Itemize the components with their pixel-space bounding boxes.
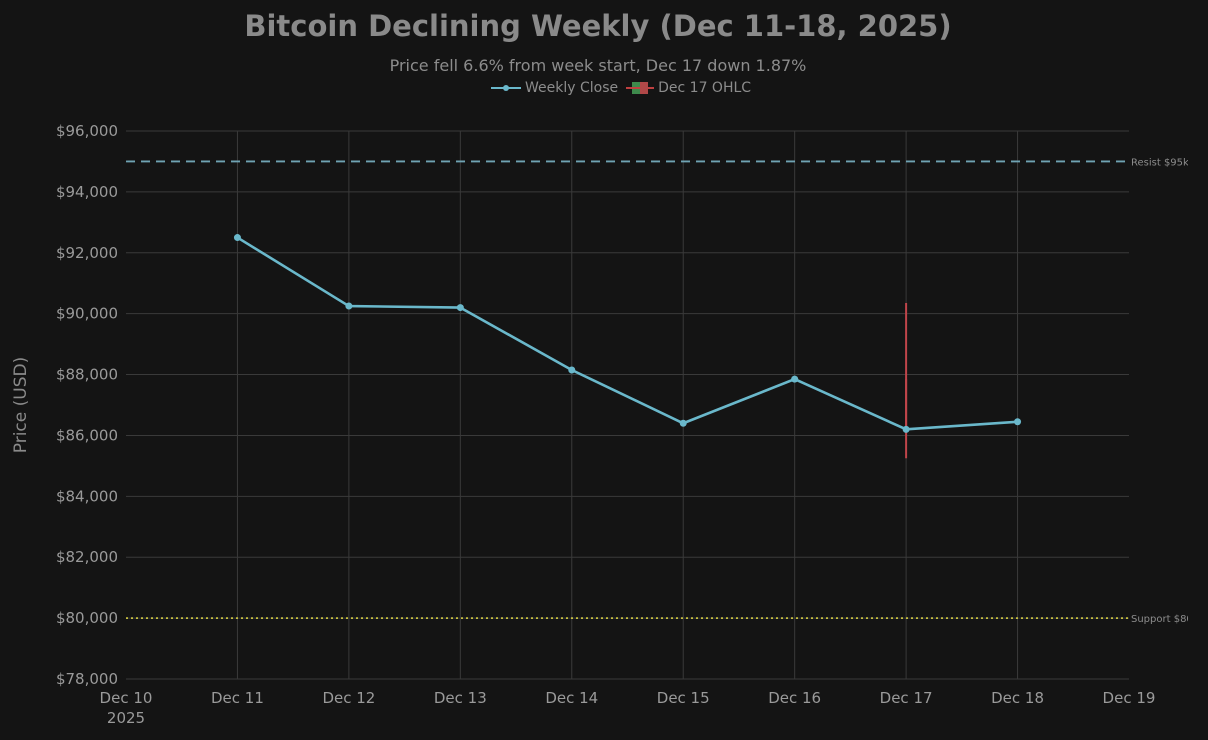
x-tick-label: Dec 12	[322, 689, 375, 707]
legend-candlestick-icon	[626, 81, 655, 95]
weekly-close-point	[233, 234, 241, 242]
y-tick-label: $90,000	[56, 305, 118, 323]
weekly-close-point	[902, 425, 910, 433]
legend-item-weekly-close[interactable]: Weekly Close	[491, 80, 618, 96]
y-tick-label: $84,000	[56, 487, 118, 505]
x-tick-label: Dec 15	[657, 689, 710, 707]
weekly-close-point	[345, 302, 353, 310]
reference-lines: Resist $95k Support $80k	[126, 157, 1199, 625]
weekly-close-point	[456, 304, 464, 312]
x-tick-label: Dec 11	[211, 689, 264, 707]
x-tick-label: Dec 10	[100, 689, 153, 707]
weekly-close-line	[236, 236, 1018, 431]
x-tick-label: Dec 17	[880, 689, 933, 707]
y-tick-label: $92,000	[56, 244, 118, 262]
weekly-close-point	[791, 375, 799, 383]
x-tick-year-label: 2025	[107, 709, 145, 727]
y-tick-label: $82,000	[56, 548, 118, 566]
weekly-close-point	[568, 366, 576, 374]
resistance-label: Resist $95k	[1131, 157, 1189, 168]
y-axis: $78,000 $80,000 $82,000 $84,000 $86,000 $88,0…	[56, 122, 118, 688]
x-tick-label: Dec 13	[434, 689, 487, 707]
legend-item-ohlc[interactable]: Dec 17 OHLC	[626, 80, 751, 96]
chart-subtitle: Price fell 6.6% from week start, Dec 17 …	[389, 56, 807, 75]
y-tick-label: $94,000	[56, 183, 118, 201]
x-tick-label: Dec 19	[1103, 689, 1156, 707]
y-tick-label: $88,000	[56, 366, 118, 384]
chart-legend: Weekly Close Dec 17 OHLC	[491, 79, 759, 97]
x-tick-label: Dec 16	[768, 689, 821, 707]
weekly-close-point	[679, 419, 687, 427]
series-layer	[233, 234, 1022, 433]
y-tick-label: $96,000	[56, 122, 118, 140]
support-label: Support $80k	[1131, 614, 1199, 625]
weekly-close-point	[1014, 418, 1022, 426]
x-tick-label: Dec 18	[991, 689, 1044, 707]
y-axis-title: Price (USD)	[11, 357, 31, 453]
y-tick-label: $78,000	[56, 670, 118, 688]
x-tick-label: Dec 14	[545, 689, 598, 707]
grid	[126, 130, 1129, 680]
y-tick-label: $86,000	[56, 426, 118, 444]
legend-label-ohlc: Dec 17 OHLC	[658, 80, 752, 96]
chart-title: Bitcoin Declining Weekly (Dec 11-18, 202…	[244, 9, 952, 43]
y-tick-label: $80,000	[56, 609, 118, 627]
legend-line-marker-icon	[491, 81, 521, 95]
x-axis: Dec 10 2025 Dec 11 Dec 12 Dec 13 Dec 14 Dec 15…	[100, 689, 1156, 727]
legend-label-weekly-close: Weekly Close	[525, 80, 619, 96]
